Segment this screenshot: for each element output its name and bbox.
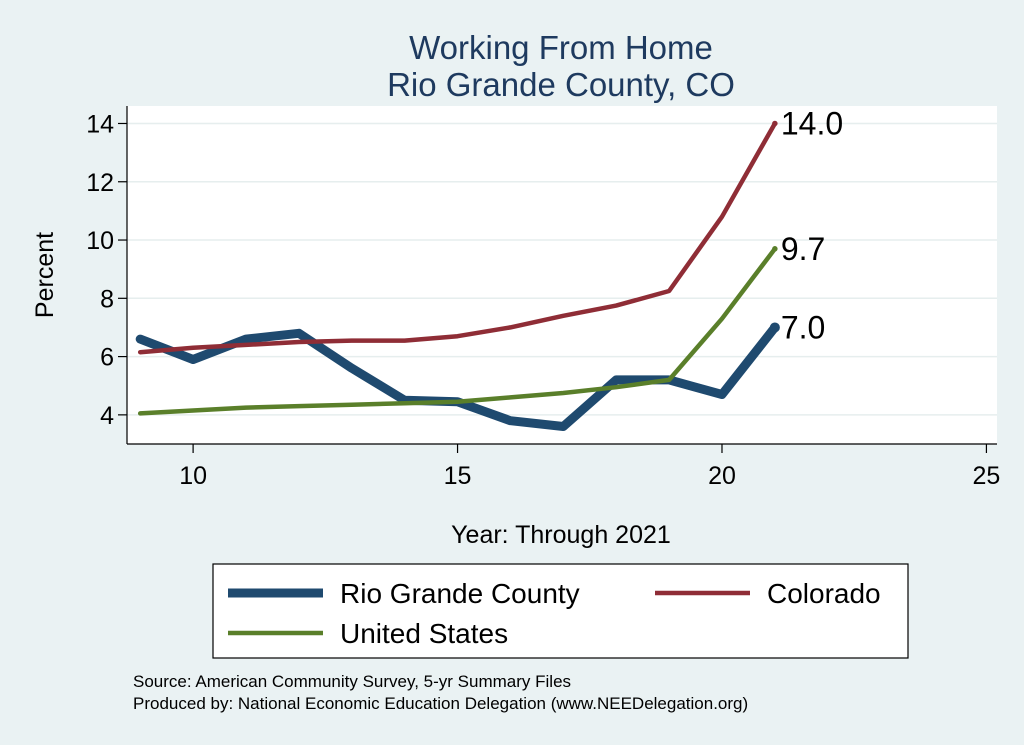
axes: 4 6 8 10 12 14 10 15 20 25 xyxy=(86,106,1000,490)
plot-area xyxy=(127,106,997,444)
end-labels: 7.0 14.0 9.7 xyxy=(781,105,843,345)
end-value-label: 14.0 xyxy=(781,105,843,141)
series-layer xyxy=(135,120,780,431)
series-line-colorado xyxy=(137,121,778,355)
legend: Rio Grande County Colorado United States xyxy=(212,563,909,659)
series-line-united-states xyxy=(137,246,778,416)
gridlines xyxy=(127,122,997,416)
x-tick-label: 20 xyxy=(708,462,736,490)
source-note: Source: American Community Survey, 5-yr … xyxy=(133,672,571,691)
legend-box xyxy=(212,563,909,659)
y-tick-label: 8 xyxy=(100,285,114,313)
series-end-point xyxy=(772,246,778,252)
y-tick-label: 10 xyxy=(86,227,114,255)
end-value-label: 7.0 xyxy=(781,309,825,345)
legend-label: Colorado xyxy=(767,578,881,609)
y-tick-label: 12 xyxy=(86,169,114,197)
series-end-point xyxy=(772,120,778,127)
legend-label: Rio Grande County xyxy=(340,578,580,609)
series-end-point xyxy=(769,322,780,333)
produced-by-note: Produced by: National Economic Education… xyxy=(133,694,748,713)
y-tick-label: 6 xyxy=(100,344,114,372)
chart-title-line-2: Rio Grande County, CO xyxy=(387,66,735,103)
end-value-label: 9.7 xyxy=(781,231,825,267)
y-tick-label: 14 xyxy=(86,110,114,138)
x-axis-label: Year: Through 2021 xyxy=(451,521,671,549)
y-tick-label: 4 xyxy=(100,402,114,430)
x-tick-label: 25 xyxy=(973,462,1001,490)
legend-label: United States xyxy=(340,618,508,649)
x-tick-label: 10 xyxy=(179,462,207,490)
x-tick-label: 15 xyxy=(444,462,472,490)
y-axis-label: Percent xyxy=(31,232,59,318)
chart-title-line-1: Working From Home xyxy=(409,29,713,66)
